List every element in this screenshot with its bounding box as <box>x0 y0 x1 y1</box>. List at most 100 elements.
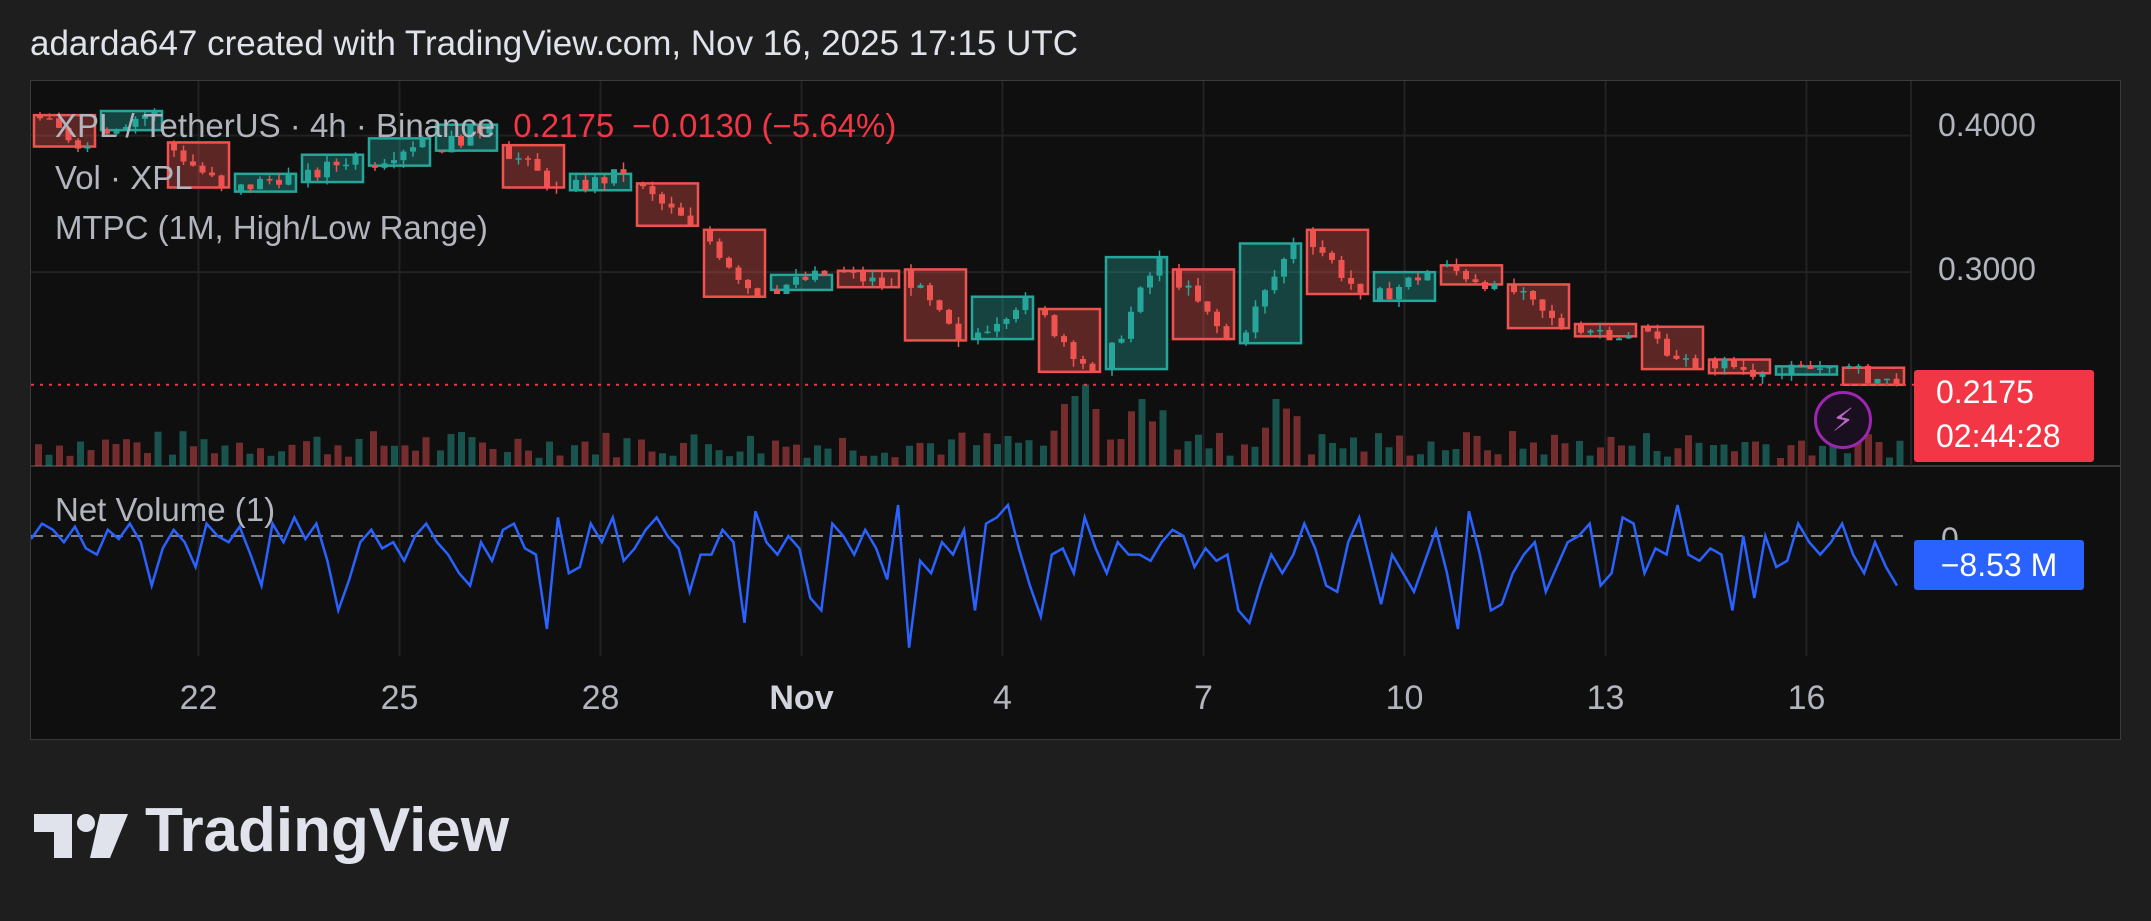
volume-bar <box>839 437 846 466</box>
chart-panel[interactable]: XPL / TetherUS · 4h · Binance 0.2175 −0.01… <box>30 80 2121 740</box>
volume-bar <box>1695 442 1703 466</box>
volume-bar <box>1540 454 1548 466</box>
legend-symbol-line[interactable]: XPL / TetherUS · 4h · Binance 0.2175 −0.01… <box>55 107 896 145</box>
legend-volume[interactable]: Vol · XPL <box>55 159 193 196</box>
candle-body <box>75 140 81 149</box>
daily-range-box <box>568 172 633 192</box>
candle-body <box>1798 364 1804 367</box>
daily-range-box <box>1037 307 1102 374</box>
candle-body <box>1061 336 1067 343</box>
volume-bar <box>937 454 945 466</box>
candle-body <box>209 172 215 176</box>
volume-bar <box>680 442 687 466</box>
chart-canvas[interactable] <box>31 81 2121 740</box>
candle-body <box>1673 355 1680 359</box>
candle-body <box>582 179 589 191</box>
candle-body <box>352 154 359 165</box>
tradingview-logo-icon[interactable] <box>34 800 134 870</box>
candle-body <box>1511 284 1517 293</box>
candle-body <box>592 177 598 191</box>
candle-body <box>1109 342 1115 370</box>
candle-body <box>1290 243 1297 260</box>
lightning-bolt-icon[interactable]: ⚡ <box>1814 391 1872 449</box>
candle-body <box>1558 317 1565 329</box>
candle-body <box>1214 311 1220 327</box>
last-price-tag: 0.2175 02:44:28 <box>1914 370 2094 462</box>
candle-body <box>305 169 311 183</box>
candle-body <box>37 115 43 119</box>
candle-body <box>1089 363 1096 372</box>
candle-body <box>668 203 675 208</box>
candle-body <box>1616 338 1622 341</box>
candle-body <box>707 229 713 242</box>
volume-bar <box>345 456 352 466</box>
candle-body <box>783 284 790 295</box>
net-volume-line <box>31 502 1899 648</box>
volume-bar <box>1664 456 1671 466</box>
volume-bar <box>1509 431 1516 466</box>
volume-bar <box>1040 445 1047 466</box>
volume-bar <box>1107 439 1114 466</box>
volume-bar <box>659 453 666 466</box>
volume-bar <box>927 443 934 466</box>
volume-bar <box>278 451 285 466</box>
legend-net-volume[interactable]: Net Volume (1) <box>55 491 276 528</box>
time-tick-label: 13 <box>1586 679 1625 717</box>
volume-bar <box>891 457 899 466</box>
volume-bar <box>1854 434 1862 466</box>
candle-body <box>1692 358 1699 370</box>
volume-bar <box>66 455 74 466</box>
volume-bar <box>602 432 610 466</box>
candle-body <box>1003 318 1010 324</box>
candle-body <box>1377 288 1383 301</box>
candle-body <box>812 270 818 280</box>
volume-bar <box>1226 455 1234 466</box>
volume-bar <box>948 439 955 466</box>
volume-bar <box>623 438 631 466</box>
volume-bar <box>690 434 698 466</box>
volume-bar <box>1741 442 1749 466</box>
volume-bar <box>747 435 754 466</box>
volume-bar <box>1473 435 1481 466</box>
candle-body <box>917 285 924 288</box>
candle-body <box>1712 359 1718 369</box>
candle-body <box>869 277 876 282</box>
daily-range-box <box>769 273 834 292</box>
candle-body <box>381 163 388 168</box>
daily-range-box <box>1238 242 1303 345</box>
volume-bar <box>705 444 712 466</box>
volume-bar <box>190 446 197 466</box>
volume-bar <box>154 431 162 466</box>
time-tick-label: Nov <box>769 679 834 717</box>
candle-body <box>1826 366 1833 369</box>
candle-body <box>649 186 656 195</box>
candle-body <box>1884 378 1890 381</box>
candle-body <box>754 288 761 297</box>
volume-bar <box>56 445 63 466</box>
candle-body <box>1243 332 1249 344</box>
volume-bar <box>514 438 522 466</box>
candle-body <box>659 194 665 204</box>
candle-body <box>1491 284 1498 290</box>
candle-body <box>850 271 857 273</box>
volume-bar <box>236 442 243 466</box>
candle-body <box>1645 326 1651 332</box>
volume-bar <box>824 448 832 466</box>
volume-bar <box>1195 434 1202 466</box>
candle-body <box>1176 269 1182 288</box>
volume-bar <box>133 442 141 466</box>
candle-body <box>994 323 1000 332</box>
candle-body <box>1262 290 1268 307</box>
volume-bar <box>1463 432 1470 466</box>
candle-body <box>716 241 723 258</box>
volume-bar <box>355 438 363 466</box>
candle-body <box>601 177 608 184</box>
volume-bar <box>1396 435 1403 466</box>
candle-body <box>132 118 139 127</box>
bar-countdown: 02:44:28 <box>1936 418 2061 454</box>
volume-bar <box>1015 442 1022 466</box>
legend-mtpc[interactable]: MTPC (1M, High/Low Range) <box>55 209 488 246</box>
volume-bar <box>45 454 53 466</box>
candle-body <box>946 309 952 324</box>
volume-bar <box>1025 440 1033 466</box>
